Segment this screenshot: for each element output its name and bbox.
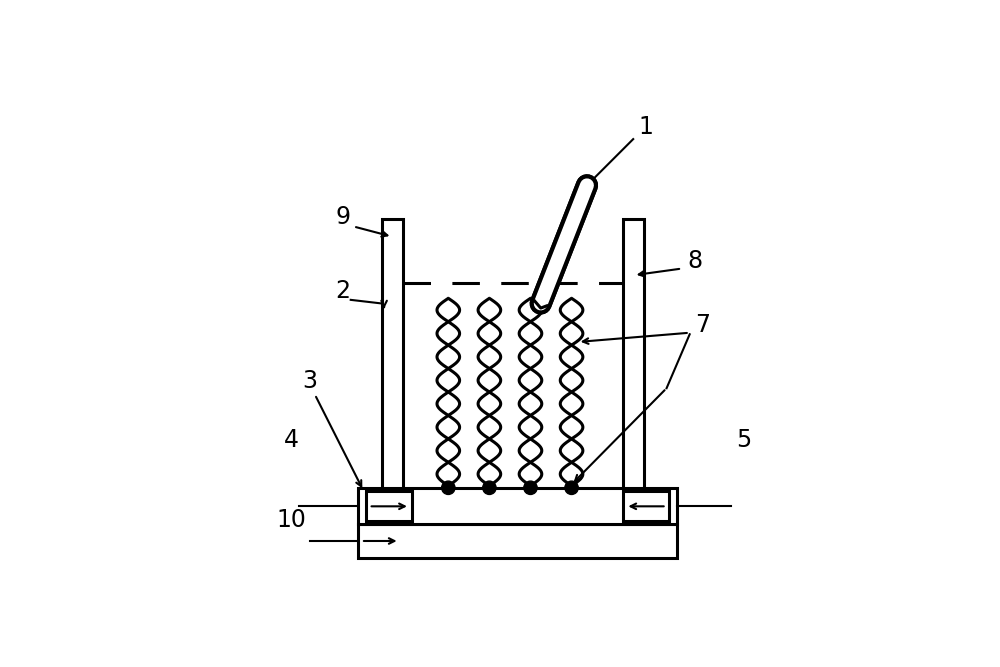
Bar	[623, 492, 669, 521]
Bar	[366, 492, 412, 521]
Bar	[623, 219, 644, 488]
Text: 3: 3	[302, 370, 317, 393]
Text: 10: 10	[276, 508, 306, 532]
Circle shape	[483, 481, 496, 494]
Text: 1: 1	[638, 115, 653, 139]
Text: 8: 8	[687, 249, 702, 273]
Circle shape	[524, 481, 537, 494]
Text: 5: 5	[736, 428, 751, 452]
Text: 7: 7	[695, 313, 710, 337]
Circle shape	[442, 481, 455, 494]
Text: 2: 2	[335, 279, 350, 303]
Text: 9: 9	[335, 205, 350, 229]
Bar	[382, 219, 403, 488]
Bar	[358, 524, 677, 558]
Text: 4: 4	[284, 428, 299, 452]
Circle shape	[565, 481, 578, 494]
Bar	[358, 488, 677, 524]
